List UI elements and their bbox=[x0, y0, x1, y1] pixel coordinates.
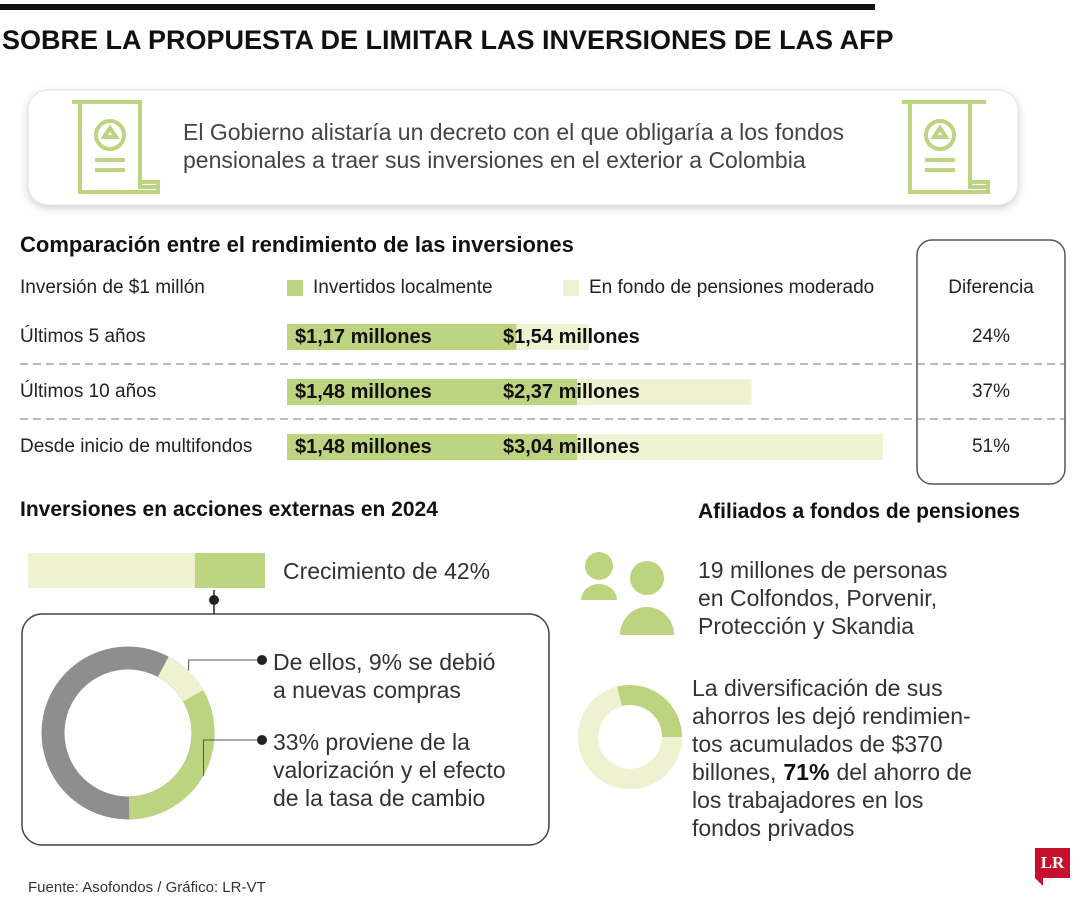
logo: LR bbox=[1040, 853, 1065, 872]
logo-tail bbox=[1035, 878, 1043, 886]
leader-dot bbox=[257, 735, 267, 745]
bar-label: $1,48 millones bbox=[295, 381, 432, 403]
difference: 51% bbox=[971, 436, 1011, 457]
row-label: Desde inicio de multifondos bbox=[20, 436, 253, 457]
bar bbox=[287, 379, 578, 405]
row-header: Inversión de $1 millón bbox=[20, 277, 205, 298]
difference: 37% bbox=[971, 381, 1011, 402]
section-title: Afiliados a fondos de pensiones bbox=[698, 500, 1021, 523]
leader-dot bbox=[257, 655, 267, 665]
connector-dot bbox=[209, 595, 219, 605]
segment-text: a nuevas compras bbox=[273, 677, 461, 703]
diversification-text: del ahorro de bbox=[836, 759, 972, 785]
legend-swatch bbox=[563, 280, 579, 296]
intro-line: El Gobierno alistaría un decreto con el … bbox=[183, 119, 845, 145]
diversification-text: ahorros les dejó rendimien- bbox=[692, 703, 971, 729]
diversification-text: La diversificación de sus bbox=[692, 675, 943, 701]
people-text: en Colfondos, Porvenir, bbox=[698, 585, 938, 611]
difference-box bbox=[916, 239, 1066, 485]
people-text: 19 millones de personas bbox=[698, 557, 948, 583]
segment-text: valorización y el efecto bbox=[273, 757, 506, 783]
diversification-text: tos acumulados de $370 bbox=[692, 731, 943, 757]
section-title: Comparación entre el rendimiento de las … bbox=[20, 232, 574, 257]
segment-text: De ellos, 9% se debió bbox=[273, 649, 496, 675]
legend-label: En fondo de pensiones moderado bbox=[589, 277, 875, 298]
column-header: Diferencia bbox=[948, 277, 1034, 298]
growth-bar bbox=[194, 553, 265, 588]
donut-segment bbox=[578, 686, 682, 789]
row-label: Últimos 10 años bbox=[20, 381, 157, 402]
document-icon bbox=[902, 100, 990, 194]
donut-box bbox=[21, 613, 550, 846]
leader-line bbox=[188, 659, 262, 671]
diversification-text: billones, bbox=[692, 759, 777, 785]
diversification-text: los trabajadores en los bbox=[692, 787, 924, 813]
title: SOBRE LA PROPUESTA DE LIMITAR LAS INVERS… bbox=[2, 25, 894, 55]
top-rule bbox=[0, 4, 875, 10]
bar-label: $1,48 millones bbox=[295, 436, 432, 458]
bar-label: $1,54 millones bbox=[503, 326, 640, 348]
intro-box bbox=[27, 89, 1019, 206]
donut-segment bbox=[157, 656, 204, 703]
leader-line bbox=[202, 739, 262, 777]
bar bbox=[287, 434, 578, 460]
growth-base bbox=[28, 553, 195, 588]
diversification-text: fondos privados bbox=[692, 815, 855, 841]
section-title: Inversiones en acciones externas en 2024 bbox=[20, 498, 438, 521]
bar bbox=[287, 324, 517, 350]
intro-line: pensionales a traer sus inversiones en e… bbox=[183, 147, 806, 173]
people-icon bbox=[581, 552, 674, 635]
segment-text: de la tasa de cambio bbox=[273, 785, 486, 811]
source: Fuente: Asofondos / Gráfico: LR-VT bbox=[28, 879, 266, 896]
bar-label: $1,17 millones bbox=[295, 326, 432, 348]
highlight: 71% bbox=[783, 759, 830, 785]
people-text: Protección y Skandia bbox=[698, 613, 915, 639]
logo-box bbox=[1035, 848, 1070, 878]
segment-text: 33% proviene de la bbox=[273, 729, 470, 755]
bar-label: $3,04 millones bbox=[503, 436, 640, 458]
growth-label: Crecimiento de 42% bbox=[283, 558, 491, 584]
difference: 24% bbox=[971, 326, 1011, 347]
bar-label: $2,37 millones bbox=[503, 381, 640, 403]
document-icon bbox=[72, 100, 160, 194]
legend-swatch bbox=[287, 280, 303, 296]
donut-segment bbox=[128, 690, 215, 820]
legend-label: Invertidos localmente bbox=[313, 277, 493, 298]
row-label: Últimos 5 años bbox=[20, 326, 146, 347]
